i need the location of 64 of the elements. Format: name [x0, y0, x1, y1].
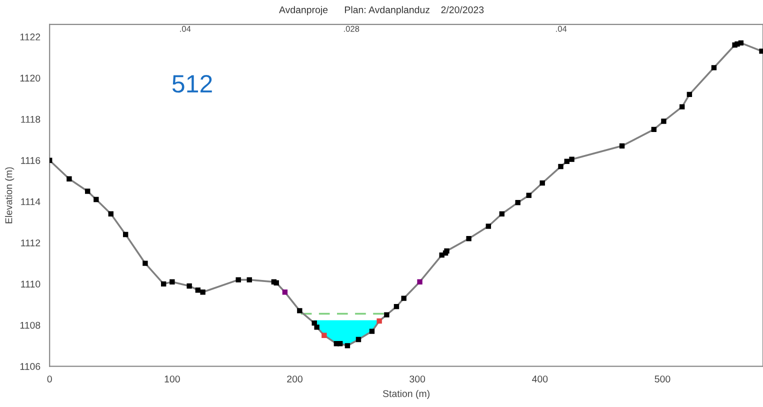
point — [66, 176, 72, 182]
point — [344, 343, 350, 348]
point — [686, 92, 692, 98]
annotation: .04 — [556, 26, 567, 32]
point — [122, 232, 128, 238]
point — [246, 277, 252, 282]
point — [384, 312, 390, 318]
point — [108, 211, 114, 216]
point — [394, 304, 400, 310]
point — [322, 332, 327, 338]
point — [200, 290, 206, 295]
point — [282, 290, 288, 295]
point — [84, 188, 90, 194]
annotation: .04 — [180, 26, 191, 32]
point — [297, 308, 302, 314]
x-axis-title: Station (m) — [382, 390, 430, 400]
y-tick-label: 1106 — [20, 363, 40, 370]
annotation: .028 — [344, 26, 360, 32]
point — [369, 328, 375, 334]
point — [356, 336, 362, 342]
x-tick-label: 500 — [654, 376, 670, 382]
point — [417, 279, 422, 284]
point — [94, 196, 99, 202]
point — [738, 40, 744, 46]
point — [515, 200, 520, 206]
point — [274, 280, 279, 286]
point — [569, 156, 574, 162]
x-tick-label: 200 — [287, 376, 302, 382]
annotation: 512 — [172, 74, 212, 93]
y-tick-label: 1110 — [21, 280, 40, 288]
point — [338, 341, 343, 346]
y-tick-label: 1114 — [21, 198, 40, 206]
y-tick-label: 1108 — [20, 322, 40, 329]
x-tick-label: 400 — [532, 376, 548, 382]
point — [142, 260, 148, 266]
point — [558, 164, 564, 170]
y-tick-label: 1120 — [20, 74, 40, 82]
point — [160, 281, 166, 287]
chart-title: Avdanproje Plan: Avdanplanduz 2/20/2023 — [279, 6, 484, 16]
y-tick-label: 1116 — [21, 157, 40, 164]
x-tick-label: 100 — [164, 376, 180, 382]
point — [314, 324, 320, 330]
y-tick-label: 1118 — [21, 116, 40, 123]
y-tick-label: 1122 — [20, 34, 40, 40]
point — [651, 126, 657, 132]
point — [376, 318, 382, 324]
point — [186, 283, 192, 289]
y-axis-title: Elevation (m) — [5, 167, 14, 224]
y-tick-label: 1112 — [21, 239, 40, 246]
point — [486, 224, 492, 229]
point — [466, 236, 472, 242]
x-tick-label: 0 — [47, 376, 52, 382]
point — [619, 143, 625, 149]
point — [499, 211, 505, 216]
point — [540, 180, 545, 186]
point — [759, 48, 763, 54]
point — [401, 296, 406, 301]
point — [526, 192, 532, 198]
point — [170, 279, 175, 284]
x-tick-label: 300 — [410, 376, 426, 382]
point — [236, 277, 241, 282]
point — [711, 65, 717, 70]
point — [661, 118, 666, 124]
point — [680, 104, 685, 110]
